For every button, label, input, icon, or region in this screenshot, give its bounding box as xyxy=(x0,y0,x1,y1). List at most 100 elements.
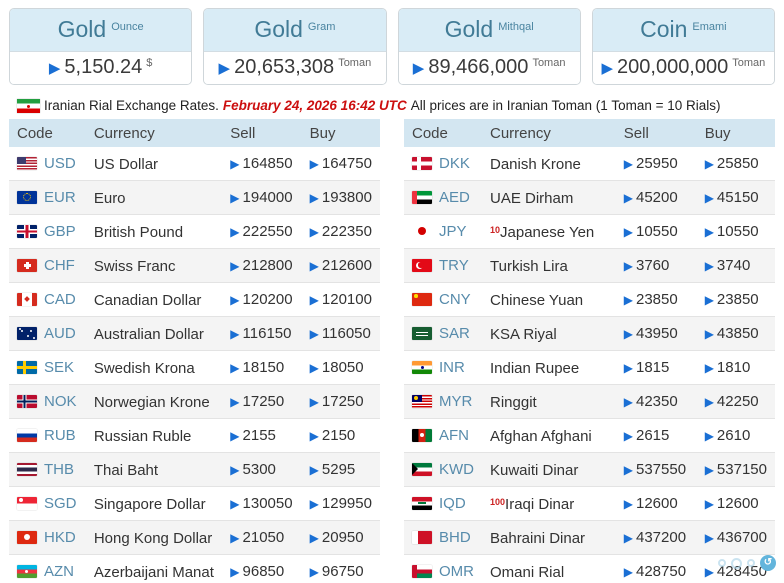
flag-tr-icon xyxy=(412,258,432,272)
card-title: Gold xyxy=(57,16,107,42)
buy-value: 116050 xyxy=(321,324,371,342)
up-arrow-icon: ▶ xyxy=(230,224,240,239)
currency-row-kwd: KWD Kuwaiti Dinar ▶ 537550 ▶ 537150 xyxy=(404,452,775,487)
toman-note: All prices are in Iranian Toman (1 Toman… xyxy=(410,98,721,113)
up-arrow-icon: ▶ xyxy=(623,224,633,239)
flag-om-icon xyxy=(412,564,432,578)
iran-flag-icon xyxy=(17,99,40,113)
currency-code-link[interactable]: THB xyxy=(44,460,74,478)
sell-value: 120200 xyxy=(242,290,293,308)
buy-value: 10550 xyxy=(716,222,759,240)
page-title: Iranian Rial Exchange Rates. xyxy=(44,98,219,113)
currency-code-link[interactable]: SGD xyxy=(44,494,77,512)
buy-value: 129950 xyxy=(321,494,372,512)
sell-value: 43950 xyxy=(636,324,678,342)
currency-name: Afghan Afghani xyxy=(490,428,592,445)
info-bar: Iranian Rial Exchange Rates. February 24,… xyxy=(17,98,784,113)
currency-name: Swiss Franc xyxy=(93,258,176,275)
up-arrow-icon: ▶ xyxy=(623,496,633,511)
currency-code-link[interactable]: NOK xyxy=(44,392,77,410)
currency-code-link[interactable]: MYR xyxy=(439,392,473,410)
up-arrow-icon: ▶ xyxy=(218,60,231,77)
currency-code-link[interactable]: TRY xyxy=(439,256,469,274)
currency-code-link[interactable]: HKD xyxy=(44,528,76,546)
currency-code-link[interactable]: AED xyxy=(439,188,470,206)
currency-code-link[interactable]: INR xyxy=(439,358,465,376)
up-arrow-icon: ▶ xyxy=(412,60,425,77)
flag-my-icon xyxy=(412,394,432,408)
up-arrow-icon: ▶ xyxy=(230,564,240,579)
flag-ae-icon xyxy=(412,190,432,204)
card-title: Gold xyxy=(254,16,303,42)
currency-row-omr: OMR Omani Rial ▶ 428750 ▶ 428450 xyxy=(404,554,775,583)
header-buy: Buy xyxy=(696,119,775,147)
sell-value: 12600 xyxy=(636,494,678,512)
up-arrow-icon: ▶ xyxy=(704,496,714,511)
currency-row-jpy: JPY 10Japanese Yen ▶ 10550 ▶ 10550 xyxy=(404,214,775,249)
sell-value: 96850 xyxy=(242,562,285,580)
buy-value: 17250 xyxy=(321,392,364,410)
flag-gb-icon xyxy=(17,224,37,238)
flag-af-icon xyxy=(412,428,432,442)
currency-code-link[interactable]: JPY xyxy=(439,222,467,240)
currency-code-link[interactable]: AFN xyxy=(439,426,469,444)
currency-code-link[interactable]: GBP xyxy=(44,222,76,240)
up-arrow-icon: ▶ xyxy=(704,564,714,579)
card-subtitle: Ounce xyxy=(111,21,144,33)
up-arrow-icon: ▶ xyxy=(623,326,633,341)
buy-value: 164750 xyxy=(321,154,372,172)
rates-table-left: Code Currency Sell Buy USD US Dollar ▶ 1648… xyxy=(9,119,380,583)
card-unit: Toman xyxy=(732,57,766,69)
buy-value: 1810 xyxy=(716,358,751,376)
sell-value: 21050 xyxy=(242,528,285,546)
currency-code-link[interactable]: KWD xyxy=(439,460,474,478)
flag-us-icon xyxy=(17,156,37,170)
flag-kw-icon xyxy=(412,462,432,476)
currency-code-link[interactable]: CHF xyxy=(44,256,75,274)
currency-code-link[interactable]: RUB xyxy=(44,426,76,444)
sell-value: 164850 xyxy=(242,154,293,172)
currency-code-link[interactable]: EUR xyxy=(44,188,76,206)
flag-az-icon xyxy=(17,564,37,578)
currency-code-link[interactable]: BHD xyxy=(439,528,471,546)
up-arrow-icon: ▶ xyxy=(309,156,319,171)
currency-code-link[interactable]: DKK xyxy=(439,154,470,172)
currency-name: Singapore Dollar xyxy=(93,496,206,513)
currency-code-link[interactable]: OMR xyxy=(439,562,474,580)
card-value: 200,000,000 xyxy=(617,56,729,78)
up-arrow-icon: ▶ xyxy=(623,258,633,273)
currency-name: Australian Dollar xyxy=(93,326,204,343)
currency-name: Azerbaijani Manat xyxy=(93,564,214,581)
buy-value: 120100 xyxy=(321,290,372,308)
currency-code-link[interactable]: IQD xyxy=(439,494,466,512)
card-subtitle: Gram xyxy=(307,21,336,33)
sell-value: 3760 xyxy=(636,256,670,274)
rate-tables: Code Currency Sell Buy USD US Dollar ▶ 1648… xyxy=(0,119,784,583)
currency-code-link[interactable]: CNY xyxy=(439,290,471,308)
header-code: Code xyxy=(9,119,86,147)
card-subtitle: Mithqal xyxy=(498,21,534,33)
currency-code-link[interactable]: AZN xyxy=(44,562,74,580)
buy-value: 537150 xyxy=(716,460,767,478)
currency-code-link[interactable]: SAR xyxy=(439,324,470,342)
currency-code-link[interactable]: USD xyxy=(44,154,76,172)
currency-code-link[interactable]: CAD xyxy=(44,290,76,308)
sell-value: 194000 xyxy=(242,188,293,206)
currency-code-link[interactable]: AUD xyxy=(44,324,76,342)
up-arrow-icon: ▶ xyxy=(230,394,240,409)
currency-name: Euro xyxy=(93,190,126,207)
flag-ca-icon xyxy=(17,292,37,306)
currency-name: Canadian Dollar xyxy=(93,292,202,309)
sell-value: 428750 xyxy=(636,562,687,580)
up-arrow-icon: ▶ xyxy=(704,428,714,443)
currency-row-aud: AUD Australian Dollar ▶ 116150 ▶ 116050 xyxy=(9,316,380,351)
currency-code-link[interactable]: SEK xyxy=(44,358,75,376)
buy-value: 12600 xyxy=(716,494,759,512)
currency-row-cny: CNY Chinese Yuan ▶ 23850 ▶ 23850 xyxy=(404,282,775,317)
up-arrow-icon: ▶ xyxy=(704,292,714,307)
sell-value: 23850 xyxy=(636,290,678,308)
buy-value: 18050 xyxy=(321,358,364,376)
currency-name: Chinese Yuan xyxy=(490,292,584,309)
buy-value: 3740 xyxy=(716,256,751,274)
flag-th-icon xyxy=(17,462,37,476)
